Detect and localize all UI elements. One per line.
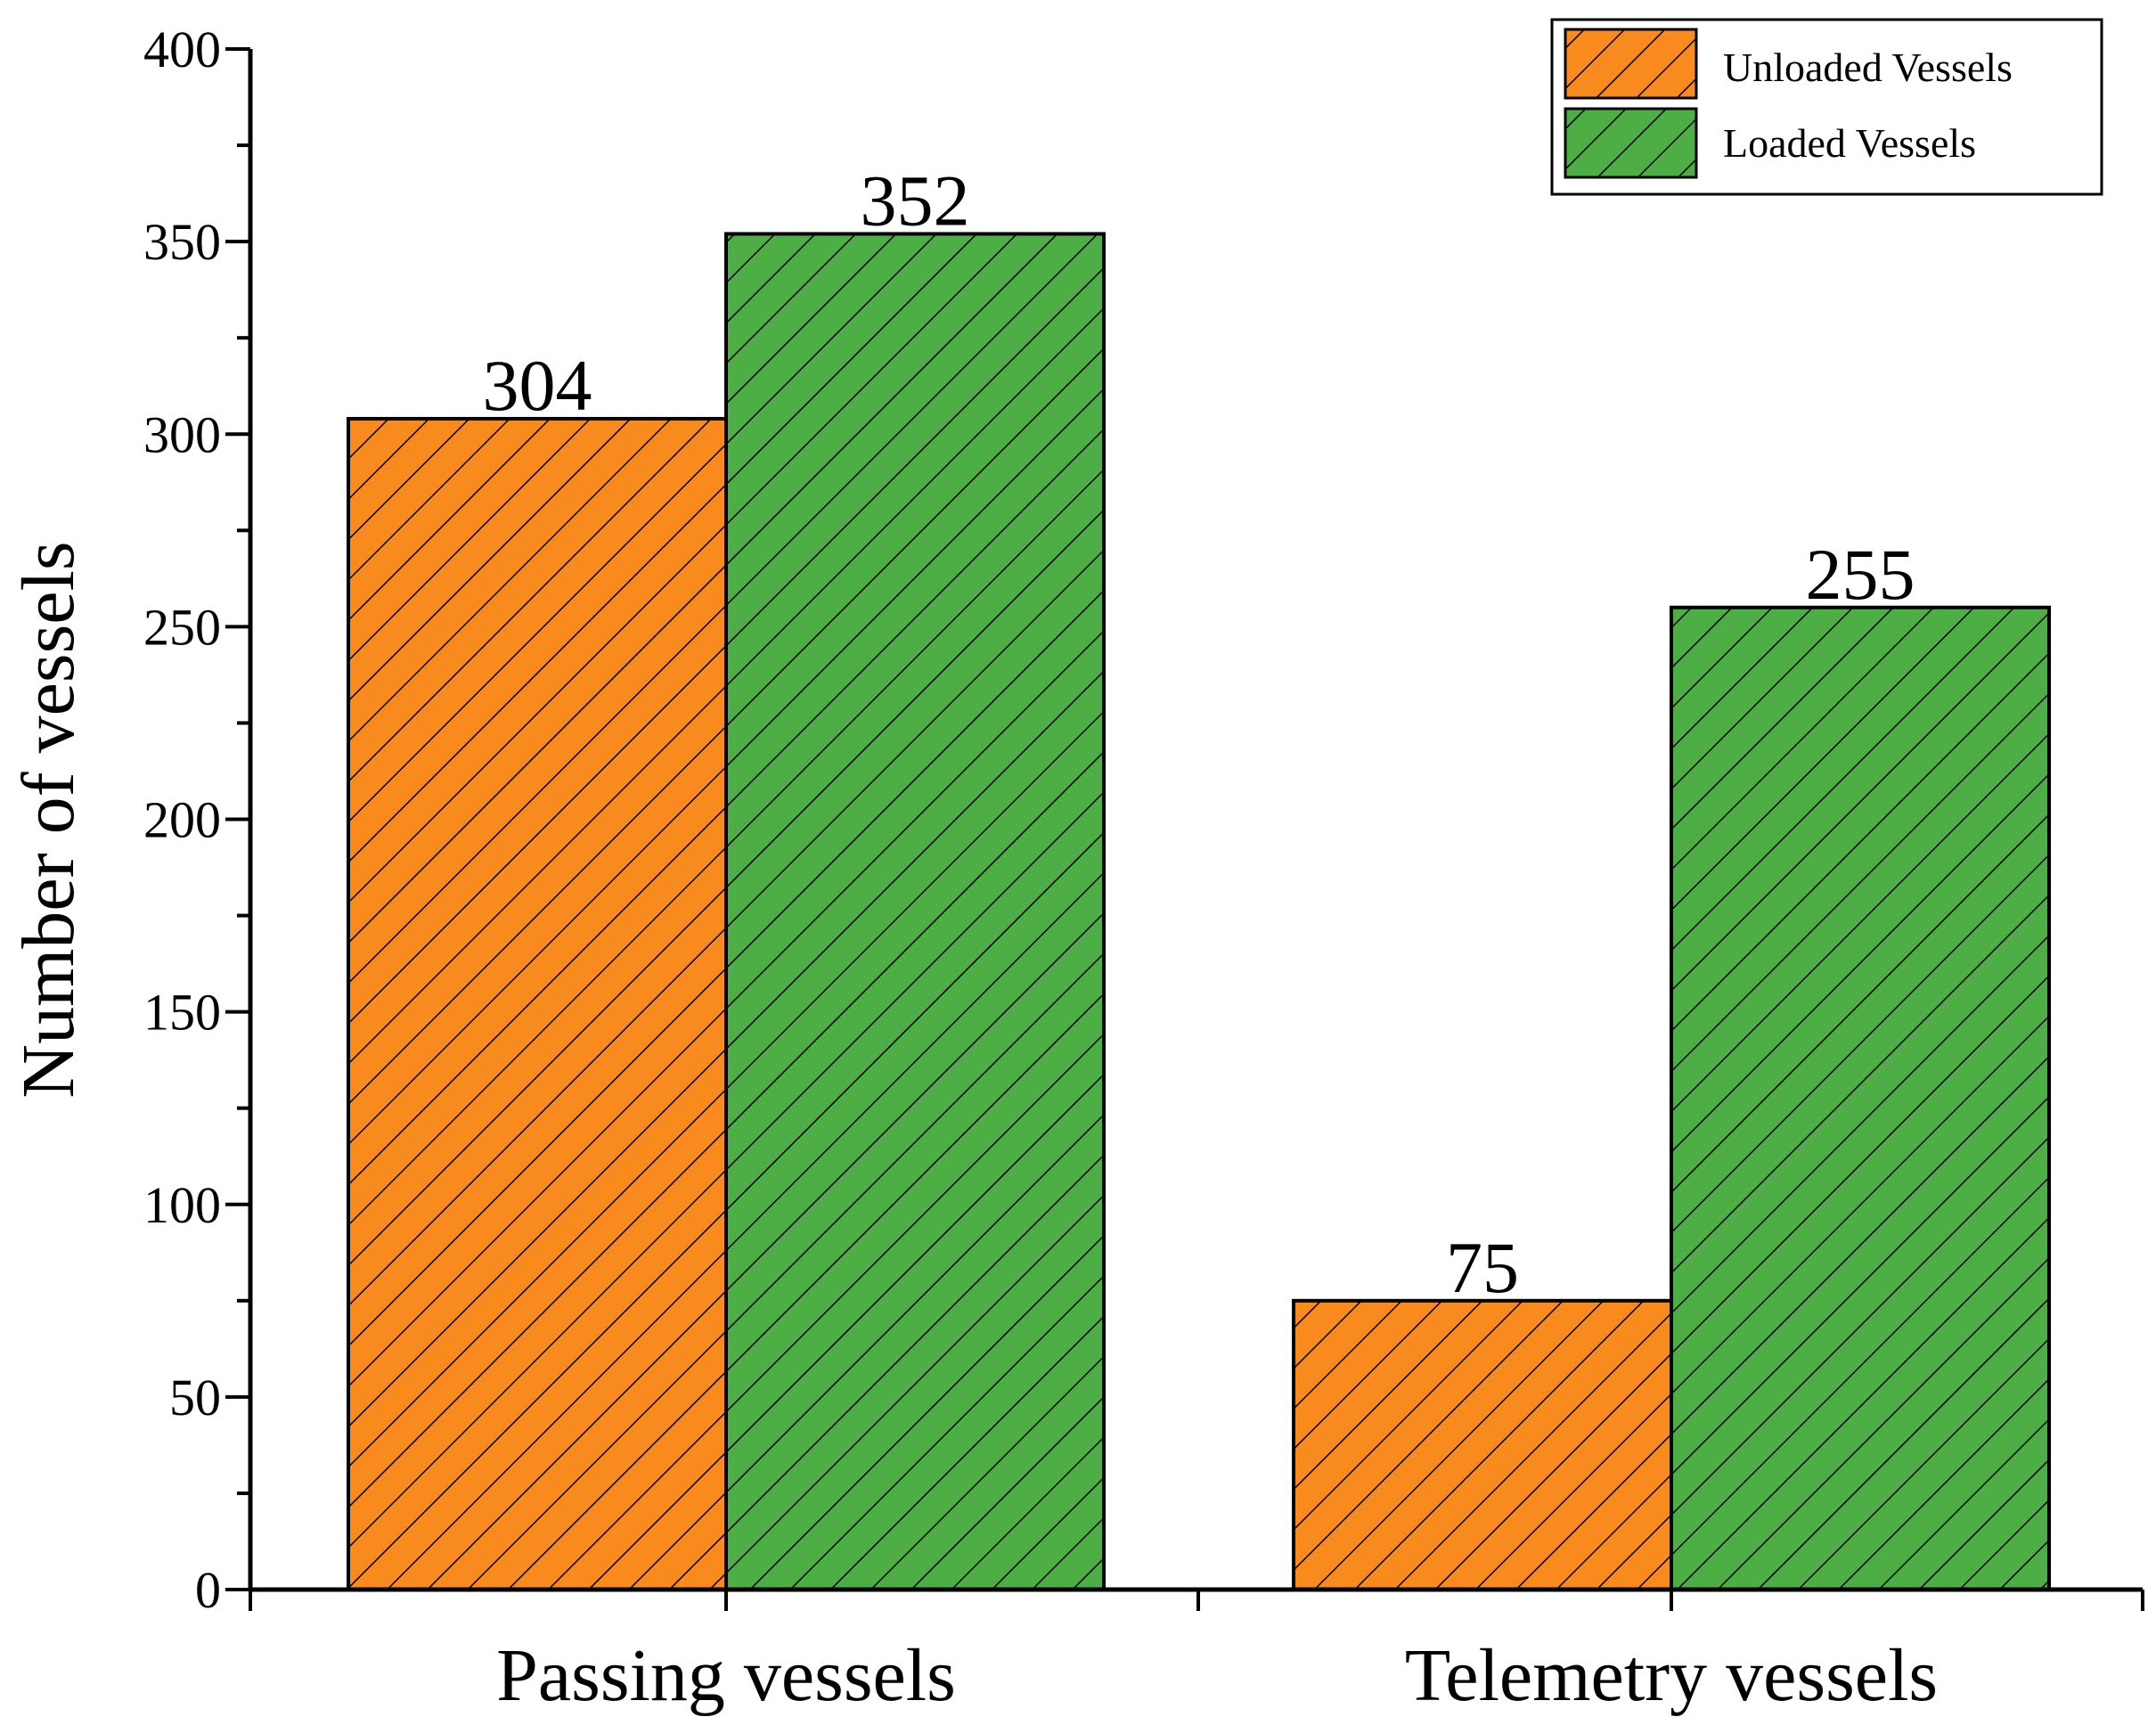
y-tick-label: 300	[143, 405, 221, 463]
legend-label-unloaded: Unloaded Vessels	[1723, 45, 2013, 90]
x-category-label: Telemetry vessels	[1405, 1634, 1938, 1717]
bar-loaded-telemetry	[1670, 605, 2051, 1592]
legend: Unloaded Vessels Loaded Vessels	[1550, 18, 2103, 196]
legend-label-loaded: Loaded Vessels	[1723, 120, 1976, 166]
legend-swatch-unloaded	[1564, 28, 1698, 100]
bar-unloaded-telemetry	[1292, 1298, 1673, 1591]
y-tick-label: 0	[195, 1561, 221, 1619]
axes: 0 50 100 150 200 250 300 350 400 Passing vessels…	[143, 20, 2144, 1717]
y-tick-label: 100	[143, 1176, 221, 1234]
x-ticks: Passing vessels Telemetry vessels	[249, 1590, 2144, 1717]
y-tick-label: 400	[143, 20, 221, 78]
y-tick-label: 50	[169, 1369, 221, 1427]
y-axis-title: Number of vessels	[7, 541, 90, 1098]
y-tick-label: 250	[143, 598, 221, 656]
legend-swatch-loaded	[1564, 107, 1698, 179]
y-tick-label: 150	[143, 984, 221, 1042]
bars-layer	[347, 232, 2051, 1592]
x-category-label: Passing vessels	[496, 1634, 956, 1717]
bar-value-label: 75	[1446, 1227, 1519, 1308]
bar-value-label: 304	[483, 345, 592, 426]
bar-value-label: 255	[1806, 534, 1915, 615]
y-tick-label: 350	[143, 213, 221, 271]
bar-loaded-passing	[724, 232, 1106, 1592]
value-labels-layer: 304 352 75 255	[483, 159, 1915, 1307]
y-tick-label: 200	[143, 791, 221, 849]
y-ticks: 0 50 100 150 200 250 300 350 400	[143, 20, 250, 1619]
bar-unloaded-passing	[347, 416, 728, 1592]
bar-value-label: 352	[861, 159, 970, 241]
